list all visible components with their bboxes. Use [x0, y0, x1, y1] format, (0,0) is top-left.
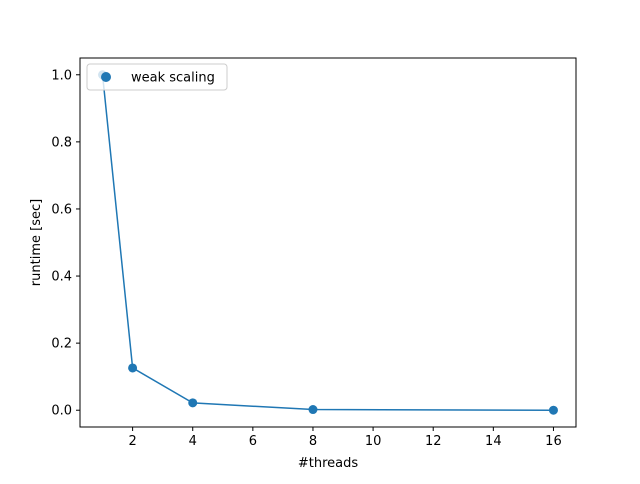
x-tick-label: 8: [309, 434, 317, 449]
y-tick-label: 0.2: [51, 337, 72, 352]
x-tick-label: 2: [128, 434, 136, 449]
x-tick-label: 14: [485, 434, 502, 449]
data-point: [548, 405, 558, 415]
data-point: [308, 405, 318, 415]
x-tick-label: 6: [249, 434, 257, 449]
x-tick-label: 16: [545, 434, 562, 449]
y-axis-label: runtime [sec]: [29, 199, 44, 286]
y-tick-label: 0.8: [51, 135, 72, 150]
legend-marker: [101, 72, 111, 82]
legend-label: weak scaling: [131, 71, 215, 86]
data-point: [188, 398, 198, 408]
y-tick-label: 1.0: [51, 68, 72, 83]
x-tick-label: 4: [189, 434, 197, 449]
plot-frame: [79, 57, 577, 428]
axes-layer: 2 4 6 8 10 12 14 16 0.0 0.2 0.4 0.6 0.8 1.0: [51, 57, 577, 449]
legend: weak scaling: [86, 63, 228, 91]
y-tick-label: 0.6: [51, 202, 72, 217]
y-tick-label: 0.4: [51, 270, 72, 285]
data-point: [128, 363, 138, 373]
legend-box: [86, 63, 228, 91]
x-axis-label: #threads: [298, 456, 359, 471]
y-tick-label: 0.0: [51, 404, 72, 419]
x-tick-label: 12: [425, 434, 442, 449]
x-tick-label: 10: [365, 434, 382, 449]
